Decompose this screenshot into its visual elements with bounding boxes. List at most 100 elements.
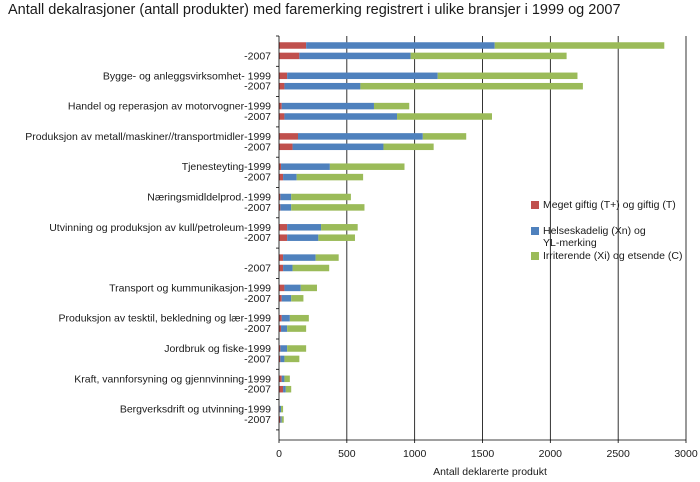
bar-17-series-0: [279, 295, 282, 302]
bar-10-series-0: [279, 193, 281, 201]
category-label-4: Handel og reperasjon av motorvogner-1999: [68, 101, 271, 113]
bar-3-series-0: [279, 82, 285, 90]
bar-16-series-0: [279, 284, 285, 292]
bar-11-series-2: [291, 204, 365, 211]
bar-5-series-2: [397, 113, 492, 120]
bar-13-series-2: [318, 234, 355, 241]
bar-1-series-2: [410, 52, 567, 60]
category-label-15: -2007: [244, 263, 271, 275]
category-label-5: -2007: [244, 111, 271, 123]
bar-18-series-2: [289, 314, 309, 322]
legend-label-1: Helseskadelig (Xn) og YL-merking: [543, 225, 646, 249]
bar-15-series-2: [292, 264, 330, 272]
x-tick-label-0: 0: [276, 448, 282, 460]
category-label-11: -2007: [244, 202, 271, 214]
bar-6-series-1: [297, 133, 423, 140]
bar-0-series-0: [279, 42, 307, 49]
bar-25-series-2: [281, 416, 284, 423]
legend-swatch-1: [531, 227, 539, 235]
legend-swatch-2: [531, 252, 539, 260]
bar-24-series-2: [281, 405, 284, 413]
legend-label-2: Irriterende (Xi) og etsende (C): [543, 250, 682, 262]
legend-entry-2: Irriterende (Xi) og etsende (C): [531, 250, 682, 262]
bar-16-series-2: [300, 284, 317, 292]
bar-14-series-1: [283, 254, 316, 261]
bar-21-series-1: [280, 355, 285, 363]
bar-23-series-1: [283, 385, 286, 393]
bar-14-series-2: [315, 254, 339, 261]
bar-18-series-0: [279, 314, 282, 322]
bar-23-series-2: [285, 385, 292, 393]
category-label-19: -2007: [244, 323, 271, 335]
bar-7-series-1: [292, 143, 384, 151]
bar-22-series-0: [279, 375, 282, 383]
category-label-7: -2007: [244, 141, 271, 153]
category-label-12: Utvinning og produksjon av kull/petroleu…: [49, 222, 271, 234]
category-label-21: -2007: [244, 353, 271, 365]
category-label-23: -2007: [244, 384, 271, 396]
bars: [279, 42, 665, 423]
bar-15-series-1: [283, 264, 293, 272]
x-tick-label-6: 3000: [674, 448, 698, 460]
bar-19-series-2: [287, 325, 307, 332]
bar-15-series-0: [279, 264, 284, 272]
bar-8-series-0: [279, 163, 282, 170]
bar-2-series-1: [287, 72, 438, 80]
bar-8-series-2: [329, 163, 405, 170]
category-label-16: Transport og kummunikasjon-1999: [109, 282, 271, 294]
bar-2-series-2: [437, 72, 578, 80]
bar-13-series-0: [279, 234, 288, 241]
bar-12-series-0: [279, 224, 288, 231]
bar-7-series-0: [279, 143, 293, 151]
x-tick-label-2: 1000: [403, 448, 427, 460]
x-axis-title: Antall deklarerte produkt: [433, 466, 547, 478]
bar-10-series-2: [291, 193, 351, 201]
bar-25-series-0: [279, 416, 281, 423]
bar-21-series-2: [284, 355, 300, 363]
bar-0-series-2: [494, 42, 665, 49]
bar-8-series-1: [281, 163, 330, 170]
category-label-9: -2007: [244, 172, 271, 184]
tick-labels: 0 500 1000 1500 2000 2500 3000: [276, 448, 698, 460]
bar-3-series-2: [360, 82, 583, 90]
bar-18-series-1: [281, 314, 290, 322]
bar-3-series-1: [284, 82, 361, 90]
bar-11-series-1: [280, 204, 292, 211]
bar-9-series-1: [283, 173, 297, 181]
bar-19-series-0: [279, 325, 282, 332]
x-tick-label-4: 2000: [539, 448, 563, 460]
bar-20-series-0: [279, 345, 281, 352]
bar-0-series-1: [306, 42, 495, 49]
category-label-13: -2007: [244, 232, 271, 244]
category-label-20: Jordbruk og fiske-1999: [164, 343, 271, 355]
category-label-10: Næringsmidldelprod.-1999: [147, 192, 271, 204]
category-labels: -2007 Bygge- og anleggsvirksomhet- 1999 -2…: [25, 50, 271, 426]
bar-6-series-2: [422, 133, 467, 140]
bar-17-series-2: [291, 295, 304, 302]
category-label-17: -2007: [244, 293, 271, 305]
bar-23-series-0: [279, 385, 284, 393]
bar-4-series-2: [373, 102, 410, 110]
legend-swatch-0: [531, 201, 539, 209]
category-label-22: Kraft, vannforsyning og gjennvinning-199…: [74, 373, 271, 385]
bar-17-series-1: [281, 295, 292, 302]
category-label-2: Bygge- og anleggsvirksomhet- 1999: [103, 70, 271, 82]
category-label-24: Bergverksdrift og utvinning-1999: [120, 404, 271, 416]
bar-4-series-0: [279, 102, 282, 110]
axes: [276, 35, 687, 443]
bar-25-series-1: [280, 416, 282, 423]
bar-5-series-0: [279, 113, 285, 120]
legend-entry-1: Helseskadelig (Xn) og YL-merking: [531, 225, 646, 249]
bar-12-series-1: [287, 224, 322, 231]
category-label-18: Produksjon av tesktil, bekledning og lær…: [59, 313, 272, 325]
gridlines: [346, 36, 687, 440]
category-label-6: Produksjon av metall/maskiner//transport…: [25, 131, 271, 143]
legend-entry-0: Meget giftig (T+) og giftig (T): [531, 199, 676, 211]
x-tick-label-5: 2500: [606, 448, 630, 460]
legend-label-0: Meget giftig (T+) og giftig (T): [543, 199, 676, 211]
bar-24-series-1: [279, 405, 282, 413]
bar-11-series-0: [279, 204, 281, 211]
category-label-25: -2007: [244, 414, 271, 426]
bar-22-series-1: [281, 375, 285, 383]
